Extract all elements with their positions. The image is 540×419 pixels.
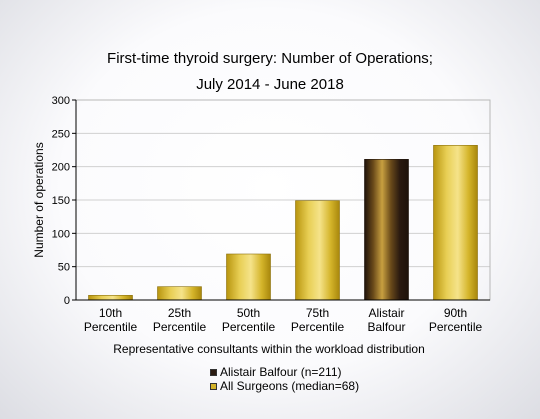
x-tick-label: Balfour xyxy=(367,320,405,334)
legend-swatch xyxy=(210,368,217,376)
legend-item-alistair-balfour: Alistair Balfour (n=211) xyxy=(210,365,359,379)
bar-25th-percentile xyxy=(157,286,202,301)
y-tick-label: 250 xyxy=(52,128,70,140)
bar-alistair-balfour xyxy=(364,159,409,301)
x-tick-label: Percentile xyxy=(153,320,207,334)
x-axis-title: Representative consultants within the wo… xyxy=(113,342,425,356)
legend-label: All Surgeons (median=68) xyxy=(220,379,360,393)
y-tick-label: 200 xyxy=(52,162,70,174)
x-tick-label: Percentile xyxy=(84,320,138,334)
legend-item-all-surgeons: All Surgeons (median=68) xyxy=(210,379,359,393)
bar-10th-percentile xyxy=(88,295,133,301)
x-tick-label: Percentile xyxy=(429,320,483,334)
x-tick-label: 25th xyxy=(168,306,191,320)
y-tick-label: 150 xyxy=(52,195,70,207)
legend-label: Alistair Balfour (n=211) xyxy=(220,365,342,379)
bar-90th-percentile xyxy=(433,145,478,301)
y-tick-label: 50 xyxy=(58,262,70,274)
legend: Alistair Balfour (n=211) All Surgeons (m… xyxy=(210,365,359,393)
x-tick-label: 10th xyxy=(99,306,122,320)
y-tick-label: 100 xyxy=(52,228,70,240)
x-tick-label: Alistair xyxy=(368,306,404,320)
x-tick-label: Percentile xyxy=(291,320,345,334)
chart-title-line-2: July 2014 - June 2018 xyxy=(196,76,344,93)
x-tick-label: 75th xyxy=(306,306,329,320)
x-tick-label: Percentile xyxy=(222,320,276,334)
chart-title-line-1: First-time thyroid surgery: Number of Op… xyxy=(107,50,433,67)
x-tick-label: 50th xyxy=(237,306,260,320)
y-tick-label: 0 xyxy=(64,295,70,307)
bar-50th-percentile xyxy=(226,253,271,301)
y-axis-title: Number of operations xyxy=(32,142,46,257)
bar-75th-percentile xyxy=(295,200,340,301)
y-tick-label: 300 xyxy=(52,95,70,107)
legend-swatch xyxy=(210,382,217,390)
x-tick-label: 90th xyxy=(444,306,467,320)
